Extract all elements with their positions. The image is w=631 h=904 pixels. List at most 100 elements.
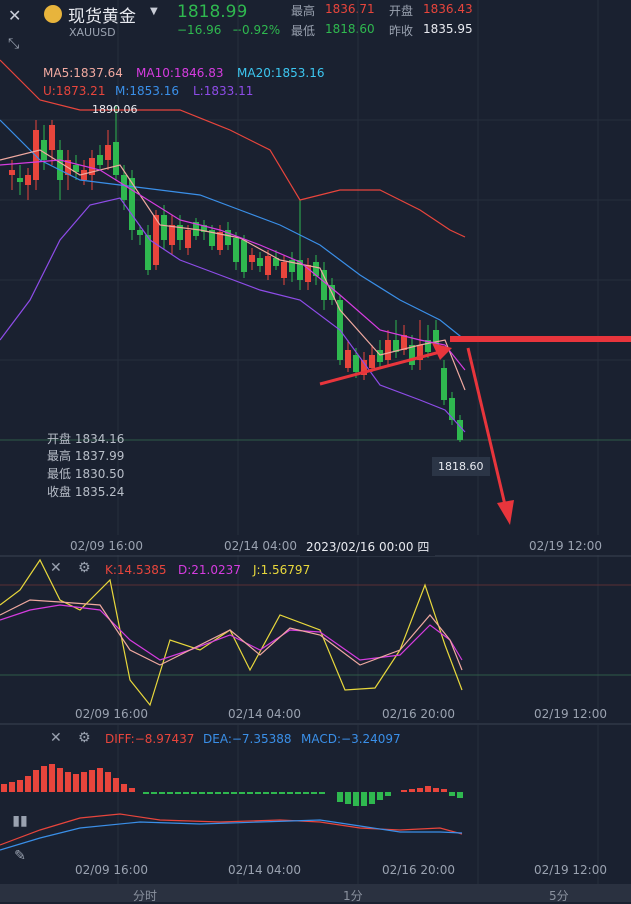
candle-body (73, 165, 79, 172)
low-value: 1818.60 (325, 22, 375, 36)
macd-bar (401, 790, 407, 792)
candle-body (281, 262, 287, 278)
macd-bar (319, 792, 325, 794)
instrument-code: XAUUSD (69, 26, 116, 39)
candle-body (89, 158, 95, 175)
macd-bar (25, 776, 31, 792)
candle-body (393, 340, 399, 352)
candle-body (17, 178, 23, 182)
macd-bar (167, 792, 173, 794)
close-indicator-icon[interactable]: ✕ (50, 730, 62, 746)
candle-body (353, 355, 359, 372)
resistance-marker (450, 336, 631, 342)
candle-body (441, 368, 447, 400)
x-label: 02/19 12:00 (529, 539, 602, 553)
candle-body (225, 230, 231, 245)
candle-body (145, 235, 151, 270)
settings-icon[interactable]: ⚙ (78, 560, 91, 576)
last-price: 1818.99 (177, 2, 248, 22)
candlestick-series (9, 105, 463, 442)
candle-body (233, 238, 239, 262)
candle-body (361, 360, 367, 375)
draw-line-icon[interactable]: ✎ (14, 848, 26, 864)
crosshair-date: 2023/02/16 00:00 四 (300, 537, 436, 556)
kdj-x-label: 02/09 16:00 (75, 707, 148, 721)
kdj-x-label: 02/16 20:00 (382, 707, 455, 721)
kdj-k-legend: K:14.5385 (105, 563, 167, 577)
high-value: 1836.71 (325, 2, 375, 16)
candle-body (241, 240, 247, 272)
boll-mid-legend: M:1853.16 (115, 84, 180, 98)
arrow-up-line (319, 350, 441, 386)
macd-bar (1, 784, 7, 792)
boll-lower-line (0, 197, 466, 433)
macd-histogram (0, 764, 463, 851)
ma5-line (0, 149, 466, 391)
kdj-lines (0, 558, 463, 707)
tab-1min[interactable]: 1分 (343, 889, 363, 903)
prev-close-label: 昨收 (389, 24, 414, 38)
tab-5min[interactable]: 5分 (549, 889, 569, 903)
ma10-legend: MA10:1846.83 (136, 66, 224, 80)
max-price-marker: 1890.06 (92, 103, 138, 116)
macd-bar (81, 772, 87, 792)
macd-bar (361, 792, 367, 806)
macd-diff-line (0, 813, 463, 846)
tab-timeshare[interactable]: 分时 (133, 889, 158, 903)
candle-style-icon[interactable]: ▮▮ (12, 813, 28, 829)
macd-bar (183, 792, 189, 794)
candle-body (297, 260, 303, 280)
candle-body (49, 125, 55, 150)
kdj-k-line (0, 599, 463, 671)
candle-body (377, 350, 383, 362)
macd-bar (353, 792, 359, 806)
macd-x-label: 02/14 04:00 (228, 863, 301, 877)
open-value: 1836.43 (423, 2, 473, 16)
chevron-down-icon[interactable]: ▼ (150, 6, 158, 17)
macd-bar (33, 770, 39, 792)
x-label: 02/14 04:00 (224, 539, 297, 553)
macd-bar (311, 792, 317, 794)
macd-diff-legend: DIFF:−8.97437 (105, 732, 195, 746)
macd-bar (73, 774, 79, 792)
close-icon[interactable]: ✕ (8, 6, 22, 25)
macd-bar (457, 792, 463, 798)
macd-bar (433, 788, 439, 792)
period-tabs: 分时 1分 5分 (0, 884, 631, 903)
candle-body (121, 175, 127, 200)
macd-bar (271, 792, 277, 794)
macd-bar (247, 792, 253, 794)
gold-coin-icon (44, 5, 62, 23)
macd-bar (385, 792, 391, 796)
chart-grid (0, 0, 631, 884)
instrument-name[interactable]: 现货黄金 (68, 7, 136, 27)
macd-x-label: 02/16 20:00 (382, 863, 455, 877)
candle-body (433, 330, 439, 345)
close-indicator-icon[interactable]: ✕ (50, 560, 62, 576)
macd-bar (449, 792, 455, 796)
candle-body (457, 420, 463, 440)
macd-bar (129, 788, 135, 792)
candle-body (161, 215, 167, 240)
macd-bar (191, 792, 197, 794)
quote-header: ✕ ⤡ 现货黄金 ▼ XAUUSD 1818.99 −16.96 −0.92% … (0, 0, 631, 52)
candle-body (201, 225, 207, 232)
candle-body (25, 175, 31, 185)
macd-bar (143, 792, 149, 794)
settings-icon[interactable]: ⚙ (78, 730, 91, 746)
macd-bar (57, 768, 63, 792)
collapse-icon[interactable]: ⤡ (8, 36, 20, 52)
boll-upper-line (0, 59, 466, 238)
macd-bar (151, 792, 157, 794)
candle-body (449, 398, 455, 420)
candle-body (425, 340, 431, 352)
min-price-marker: 1818.60 (432, 457, 490, 476)
ma10-line (0, 159, 466, 371)
candle-body (41, 140, 47, 160)
kdj-x-label: 02/14 04:00 (228, 707, 301, 721)
macd-dea-legend: DEA:−7.35388 (203, 732, 292, 746)
ma20-legend: MA20:1853.16 (237, 66, 325, 80)
candle-body (313, 262, 319, 276)
macd-bar (215, 792, 221, 794)
